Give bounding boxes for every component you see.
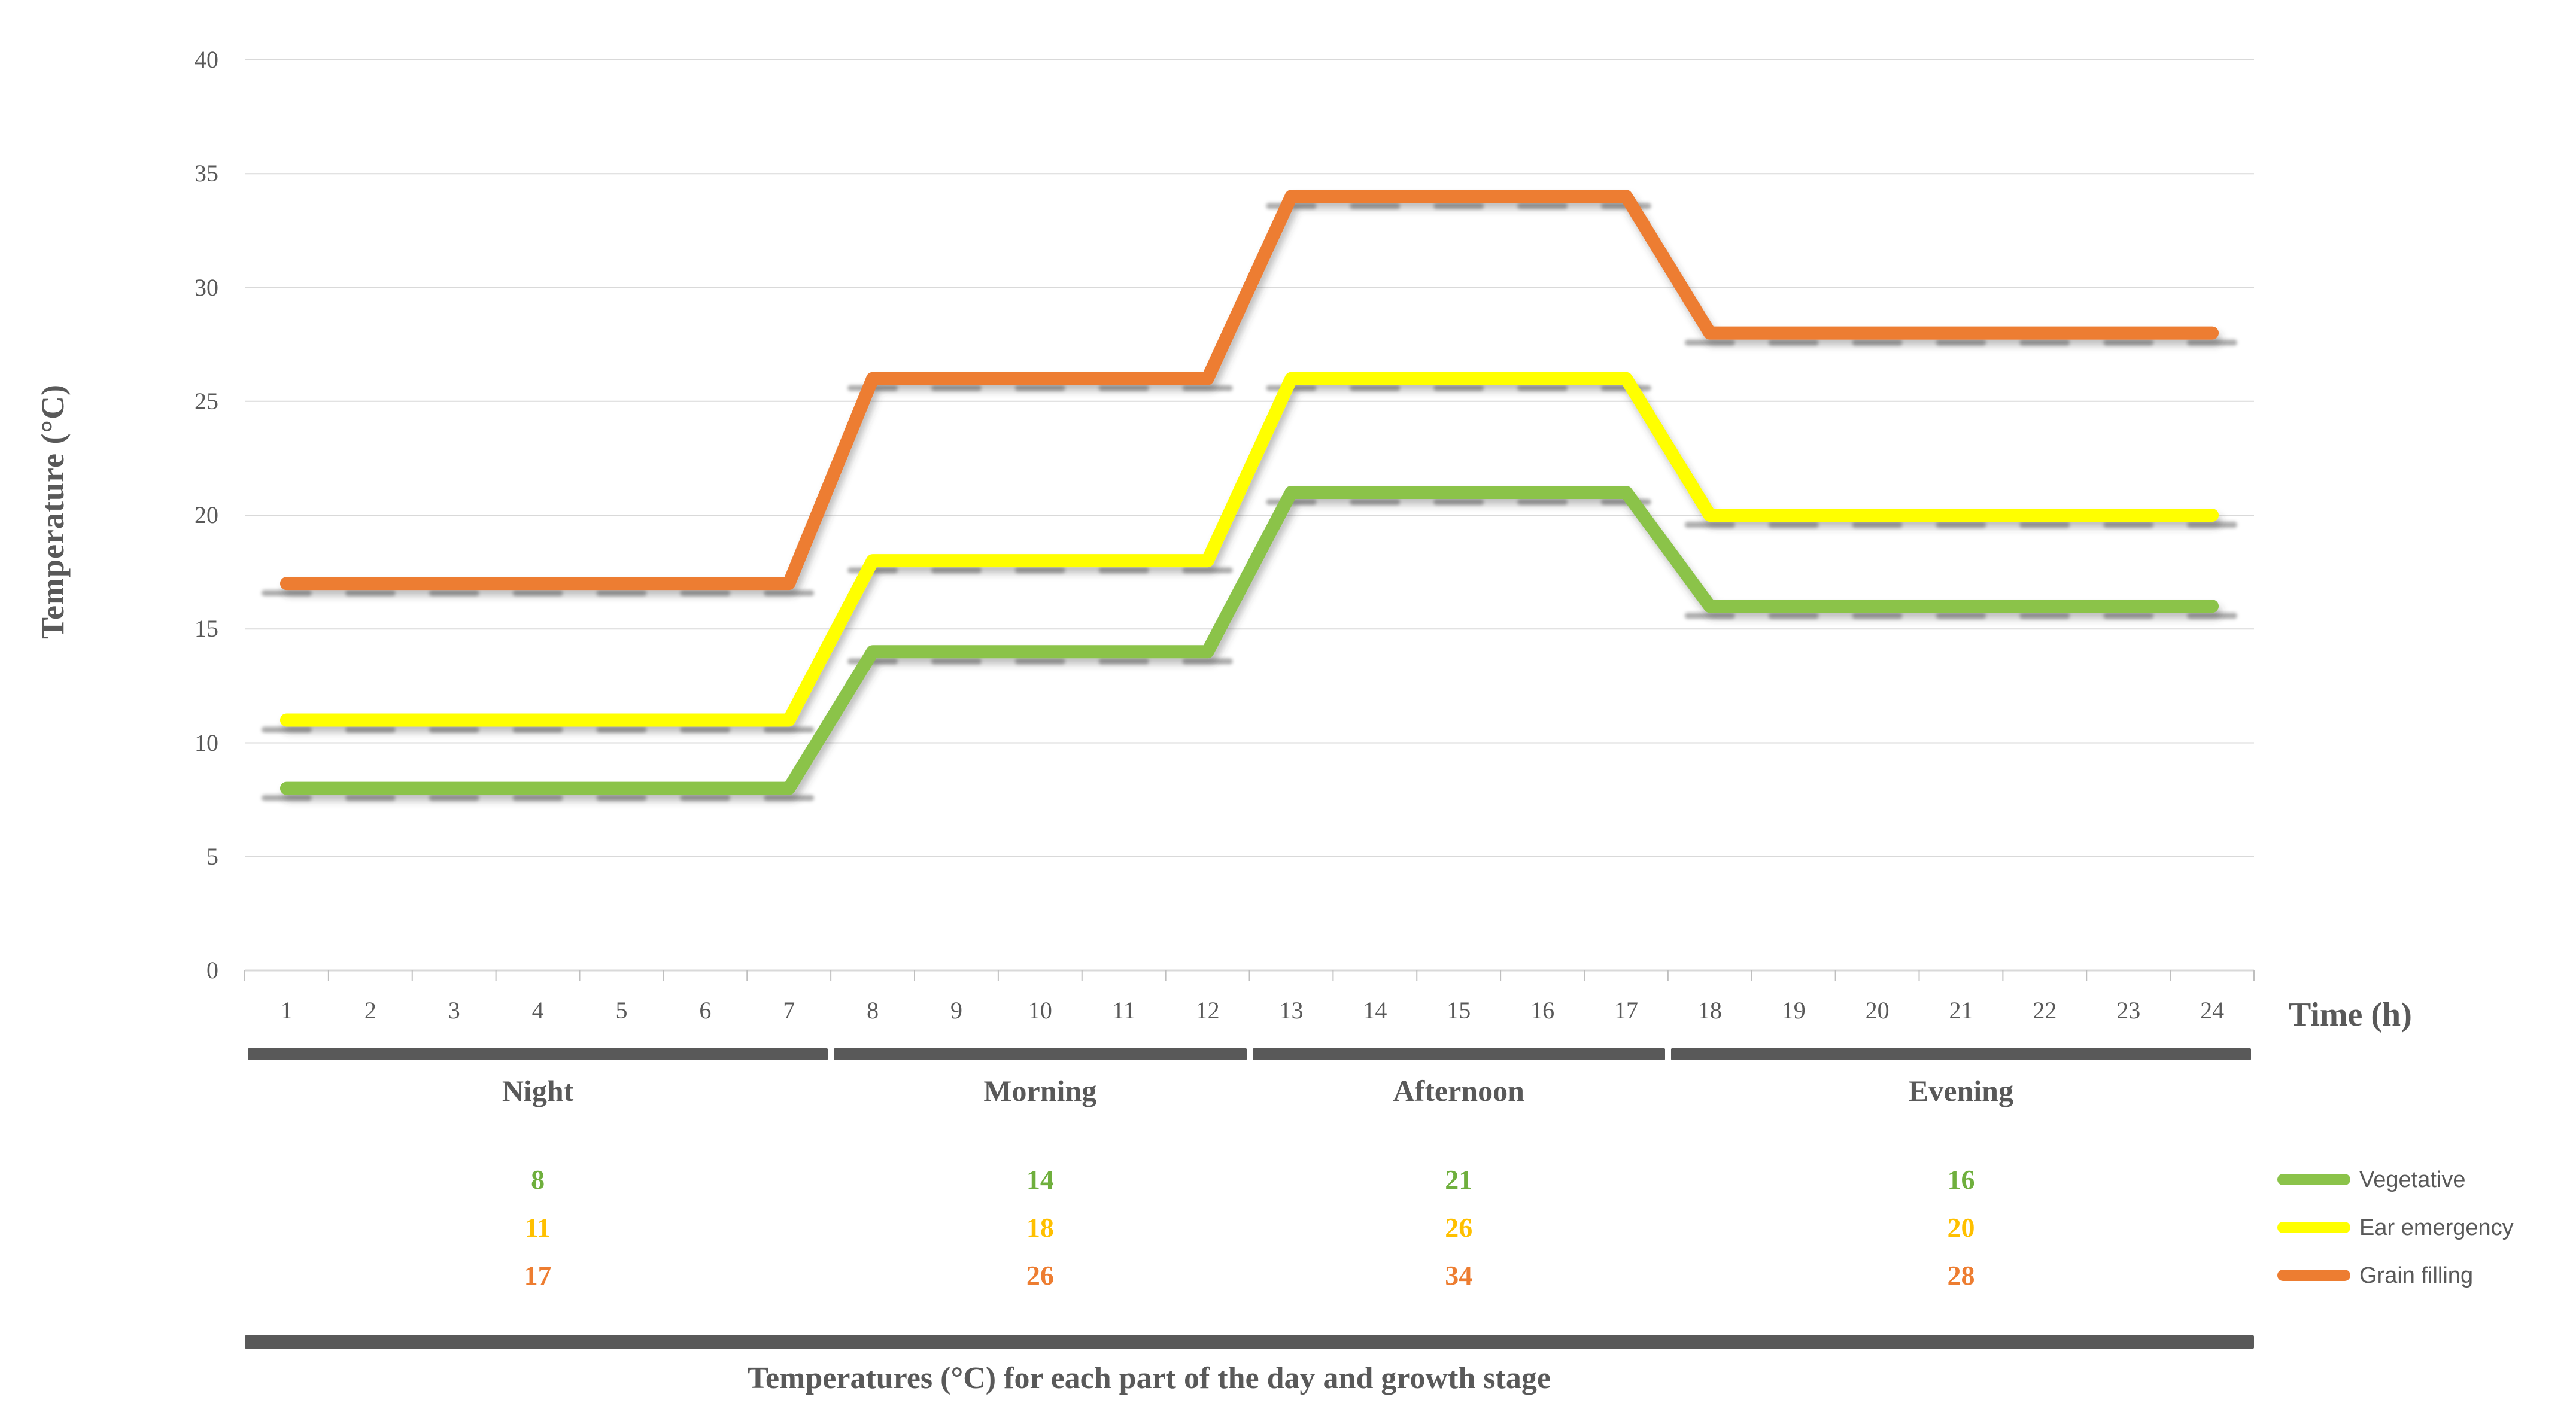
x-axis-tick-label: 23 bbox=[2116, 997, 2141, 1024]
x-axis-title: Time (h) bbox=[2289, 996, 2412, 1033]
x-axis-tick-label: 4 bbox=[531, 997, 544, 1024]
table-cell-value: 26 bbox=[1026, 1260, 1054, 1291]
table-cell-value: 14 bbox=[1026, 1164, 1054, 1195]
legend-swatch bbox=[2277, 1174, 2350, 1185]
x-axis-tick-label: 10 bbox=[1028, 997, 1052, 1024]
legend-swatch bbox=[2277, 1270, 2350, 1281]
period-label: Morning bbox=[983, 1074, 1097, 1107]
table-cell-value: 20 bbox=[1947, 1212, 1975, 1243]
table-cell-value: 28 bbox=[1947, 1260, 1975, 1291]
x-axis-tick-label: 9 bbox=[950, 997, 962, 1024]
x-axis-tick-label: 16 bbox=[1530, 997, 1555, 1024]
x-axis-tick-label: 15 bbox=[1447, 997, 1471, 1024]
x-axis-tick-label: 14 bbox=[1363, 997, 1387, 1024]
y-axis-tick-label: 20 bbox=[195, 501, 218, 528]
y-axis-tick-label: 0 bbox=[206, 957, 218, 984]
period-label: Evening bbox=[1908, 1074, 2013, 1107]
y-axis-tick-label: 35 bbox=[195, 160, 218, 187]
table-cell-value: 16 bbox=[1947, 1164, 1975, 1195]
x-axis-tick-label: 11 bbox=[1112, 997, 1135, 1024]
x-axis-tick-label: 24 bbox=[2200, 997, 2225, 1024]
table-cell-value: 34 bbox=[1445, 1260, 1473, 1291]
y-axis-tick-label: 25 bbox=[195, 387, 218, 415]
table-cell-value: 8 bbox=[531, 1164, 545, 1195]
x-axis-tick-label: 17 bbox=[1614, 997, 1638, 1024]
table-cell-value: 11 bbox=[524, 1212, 551, 1243]
y-axis-tick-label: 40 bbox=[195, 46, 218, 73]
x-axis-tick-label: 2 bbox=[364, 997, 376, 1024]
legend-label: Ear emergency bbox=[2359, 1215, 2514, 1240]
table-cell-value: 17 bbox=[524, 1260, 552, 1291]
x-axis-tick-label: 20 bbox=[1865, 997, 1890, 1024]
x-axis-tick-label: 1 bbox=[280, 997, 293, 1024]
table-cell-value: 21 bbox=[1445, 1164, 1473, 1195]
period-bar-segment bbox=[1252, 1048, 1665, 1060]
legend-label: Grain filling bbox=[2359, 1263, 2474, 1288]
period-label: Night bbox=[502, 1074, 574, 1107]
x-axis-tick-label: 21 bbox=[1949, 997, 1973, 1024]
x-axis-tick-label: 13 bbox=[1279, 997, 1304, 1024]
period-bar-segment bbox=[1670, 1048, 2251, 1060]
x-axis-tick-label: 3 bbox=[448, 997, 460, 1024]
y-axis-tick-label: 15 bbox=[195, 615, 218, 643]
legend-label: Vegetative bbox=[2359, 1167, 2466, 1192]
x-axis-tick-label: 5 bbox=[615, 997, 628, 1024]
legend-swatch bbox=[2277, 1222, 2350, 1233]
chart-caption: Temperatures (°C) for each part of the d… bbox=[748, 1361, 1551, 1395]
y-axis-tick-label: 30 bbox=[195, 273, 218, 301]
x-axis-tick-label: 7 bbox=[783, 997, 795, 1024]
x-axis-tick-label: 19 bbox=[1781, 997, 1806, 1024]
x-axis-tick-label: 22 bbox=[2033, 997, 2057, 1024]
table-cell-value: 18 bbox=[1026, 1212, 1054, 1243]
period-label: Afternoon bbox=[1393, 1074, 1524, 1107]
y-axis-tick-label: 10 bbox=[195, 729, 218, 756]
y-axis-tick-label: 5 bbox=[206, 842, 218, 870]
period-bar-segment bbox=[834, 1048, 1247, 1060]
x-axis-tick-label: 12 bbox=[1195, 997, 1220, 1024]
x-axis-tick-label: 8 bbox=[867, 997, 879, 1024]
period-bar-segment bbox=[248, 1048, 828, 1060]
table-cell-value: 26 bbox=[1445, 1212, 1473, 1243]
x-axis-tick-label: 6 bbox=[699, 997, 712, 1024]
table-bottom-border bbox=[245, 1335, 2254, 1349]
x-axis-tick-label: 18 bbox=[1697, 997, 1722, 1024]
